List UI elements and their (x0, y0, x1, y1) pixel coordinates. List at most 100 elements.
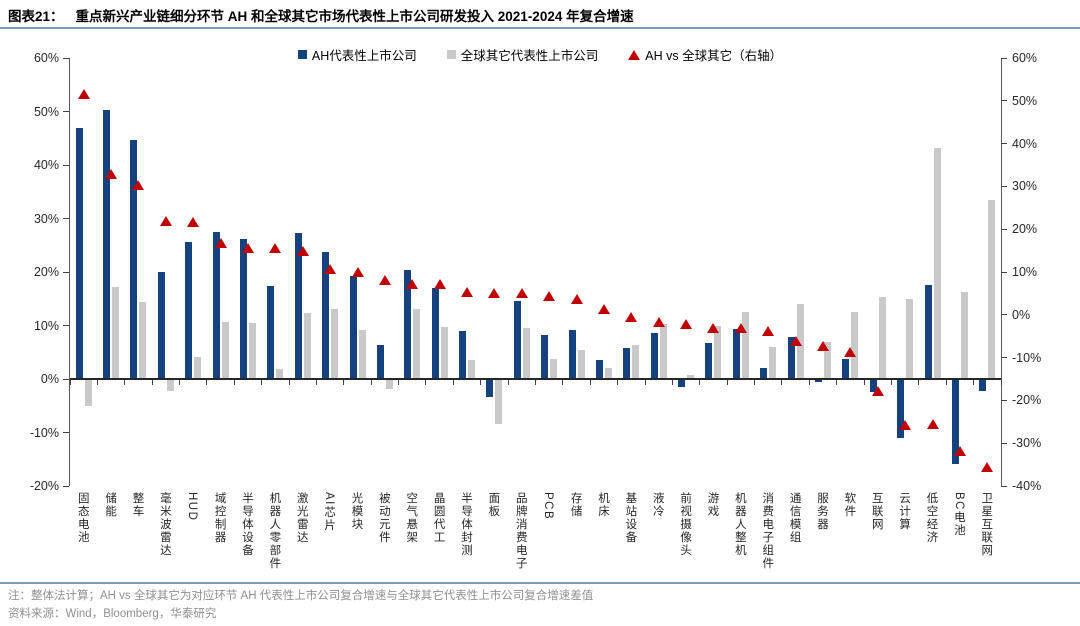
diff-triangle (789, 335, 802, 346)
left-axis-label: -10% (29, 425, 59, 440)
x-axis-tick (425, 380, 427, 385)
diff-triangle (597, 303, 610, 314)
bar-global (248, 323, 256, 379)
x-axis-label: 基站设备 (624, 492, 637, 544)
x-axis-tick (179, 380, 181, 385)
bar-global (139, 302, 147, 379)
x-axis-label: 储能 (104, 492, 117, 518)
x-axis-label: 半导体封测 (460, 492, 473, 557)
bar-global (276, 369, 284, 379)
x-axis-label: BC电池 (952, 492, 965, 537)
left-axis-tick (63, 218, 69, 219)
bar-global (824, 342, 831, 379)
diff-triangle (488, 287, 501, 298)
bar-ah (130, 140, 138, 379)
legend-label: AH vs 全球其它（右轴） (645, 49, 783, 63)
diff-triangle (515, 288, 528, 299)
right-axis-tick (1001, 314, 1007, 316)
figure-source: 资料来源：Wind，Bloomberg，华泰研究 (8, 608, 217, 620)
bar-ah (294, 233, 302, 379)
right-axis-label: 0% (1012, 307, 1031, 322)
bar-global (960, 292, 968, 379)
diff-triangle (817, 341, 829, 352)
x-axis-label: 机器人零部件 (268, 492, 281, 570)
x-axis-label: 低空经济 (925, 492, 938, 544)
bar-ah (459, 330, 467, 379)
right-axis-tick (1001, 357, 1007, 359)
x-axis-tick (480, 380, 482, 385)
bar-ah (924, 285, 932, 379)
bar-ah (787, 336, 795, 379)
left-axis-tick (63, 432, 69, 433)
bar-global (604, 367, 612, 379)
bar-global (851, 311, 859, 379)
x-axis-label: 互联网 (870, 492, 883, 531)
bar-ah (376, 344, 384, 379)
x-axis-tick (151, 380, 153, 385)
diff-triangle (981, 461, 994, 472)
x-axis-tick (671, 380, 673, 385)
legend-triangle-marker-icon (628, 49, 641, 60)
left-axis-tick (63, 164, 69, 166)
bar-global (577, 349, 585, 379)
bar-global (769, 346, 777, 379)
bar-ah (322, 251, 330, 379)
bar-ah (842, 358, 850, 379)
left-axis-label: -20% (29, 479, 59, 493)
bar-ah (623, 347, 631, 379)
x-axis-label: 固态电池 (76, 492, 89, 544)
x-axis-label: 卫星互联网 (980, 492, 993, 557)
right-axis-label: -40% (1012, 479, 1042, 493)
x-axis-tick (1000, 380, 1002, 385)
diff-triangle (77, 88, 90, 99)
figure-note: 注：整体法计算；AH vs 全球其它为对应环节 AH 代表性上市公司复合增速与全… (8, 590, 594, 602)
left-axis-label: 40% (33, 158, 59, 172)
bar-ah (404, 270, 412, 379)
x-axis-tick (781, 380, 783, 385)
left-axis-tick (63, 111, 69, 112)
bar-global (440, 326, 448, 379)
x-axis-label: 存储 (569, 492, 582, 518)
bar-global (413, 308, 421, 379)
left-axis-tick (63, 57, 69, 59)
bar-global (714, 326, 722, 379)
diff-triangle (296, 246, 309, 257)
x-axis-label: 机器人整机 (733, 492, 746, 557)
x-axis-label: 品牌消费电子 (514, 492, 527, 570)
bar-ah (431, 288, 439, 379)
x-axis-tick (699, 380, 701, 385)
diff-triangle (351, 266, 364, 277)
bar-ah (75, 128, 83, 379)
x-axis-label: 消费电子组件 (761, 492, 774, 570)
x-axis-label: 液冷 (651, 492, 664, 518)
diff-triangle (159, 215, 172, 226)
x-axis-tick (315, 380, 317, 385)
right-axis-tick (1001, 185, 1007, 187)
legend-item: AH代表性上市公司 (297, 45, 417, 64)
left-axis-label: 20% (33, 265, 59, 279)
right-axis-label: 60% (1012, 51, 1038, 65)
x-axis-tick (644, 380, 646, 385)
zero-axis-line (70, 378, 1001, 380)
x-axis-tick (808, 380, 810, 385)
bar-global (331, 308, 339, 379)
figure-header: 图表21： 重点新兴产业链细分环节 AH 和全球其它市场代表性上市公司研发投入 … (8, 5, 1072, 25)
bar-global (194, 357, 202, 379)
diff-triangle (269, 243, 282, 254)
diff-triangle (871, 385, 884, 396)
legend-item: AH vs 全球其它（右轴） (628, 45, 782, 64)
x-axis-tick (973, 380, 975, 385)
x-axis-tick (617, 380, 619, 385)
bar-global (358, 330, 366, 379)
left-axis-tick (63, 325, 69, 326)
right-axis-label: 20% (1012, 222, 1038, 237)
x-axis-tick (261, 380, 263, 385)
left-axis-tick (63, 271, 69, 273)
diff-triangle (433, 278, 446, 289)
diff-triangle (844, 347, 857, 358)
footer-divider-line (0, 582, 1080, 584)
x-axis-label: 被动元件 (377, 492, 390, 544)
x-axis-tick (945, 380, 947, 385)
